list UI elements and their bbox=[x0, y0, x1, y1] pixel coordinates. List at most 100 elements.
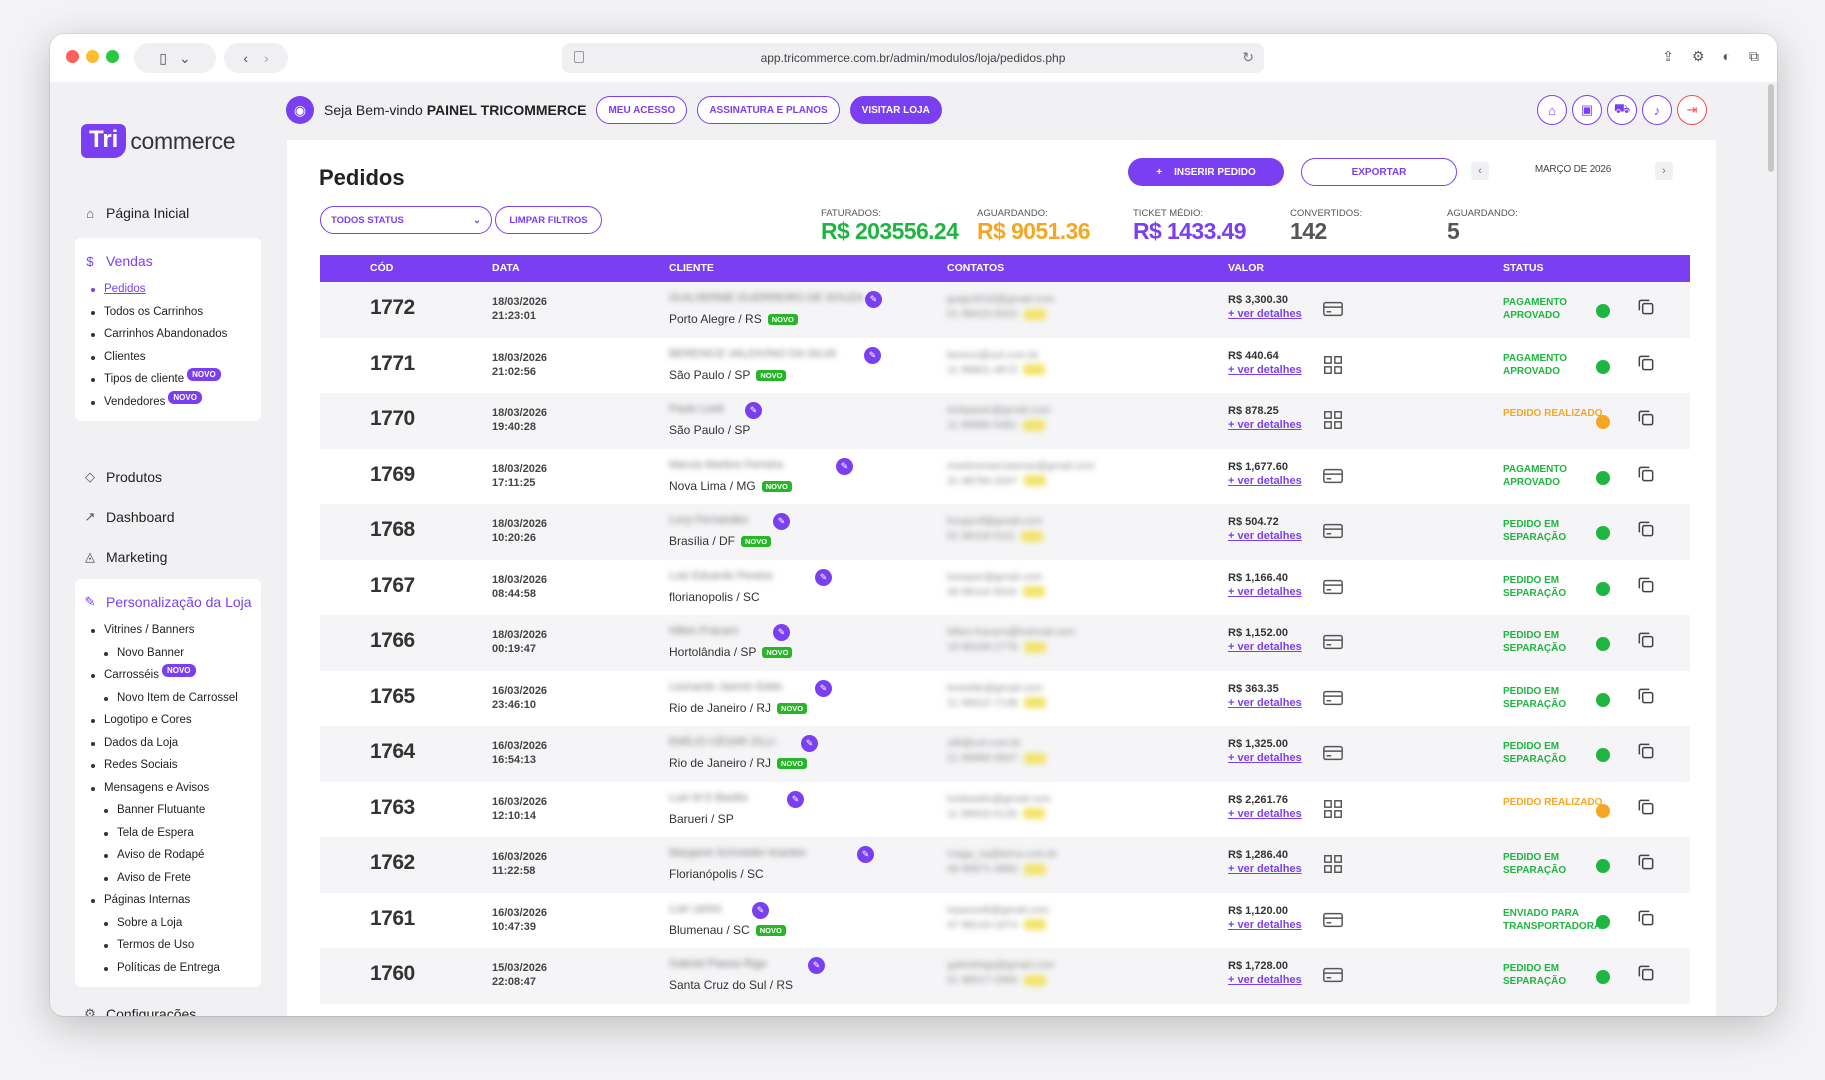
view-details-link[interactable]: + ver detalhes bbox=[1228, 918, 1302, 931]
edit-client-icon[interactable]: ✎ bbox=[773, 624, 790, 641]
view-details-link[interactable]: + ver detalhes bbox=[1228, 696, 1302, 709]
nav-dashboard[interactable]: ↗ Dashboard bbox=[75, 497, 261, 537]
close-window-button[interactable] bbox=[66, 50, 79, 63]
nav-vendas[interactable]: $ Vendas bbox=[75, 244, 261, 278]
sidebar-item-personalizacao-0[interactable]: Vitrines / Banners bbox=[91, 619, 261, 642]
copy-icon[interactable] bbox=[1636, 408, 1656, 428]
sidebar-item-vendas-5[interactable]: Vendedores NOVO bbox=[91, 390, 261, 414]
table-row[interactable]: 1760 15/03/2026 22:08:47 Gabriel Piassa Rig… bbox=[320, 948, 1690, 1004]
table-row[interactable]: 1762 16/03/2026 11:22:58 Margaret Schneider… bbox=[320, 837, 1690, 893]
address-bar[interactable]: app.tricommerce.com.br/admin/modulos/loj… bbox=[562, 43, 1264, 73]
minimize-window-button[interactable] bbox=[86, 50, 99, 63]
sidebar-item-personalizacao-5[interactable]: Dados da Loja bbox=[91, 732, 261, 755]
whatsapp-tag[interactable] bbox=[1023, 697, 1046, 709]
edit-client-icon[interactable]: ✎ bbox=[745, 402, 762, 419]
view-details-link[interactable]: + ver detalhes bbox=[1228, 863, 1302, 875]
copy-icon[interactable] bbox=[1636, 741, 1656, 761]
view-details-link[interactable]: + ver detalhes bbox=[1228, 641, 1302, 653]
whatsapp-tag[interactable] bbox=[1023, 475, 1046, 487]
nav-home[interactable]: ⌂ Página Inicial bbox=[75, 196, 261, 230]
view-details-link[interactable]: + ver detalhes bbox=[1228, 530, 1302, 542]
whatsapp-tag[interactable] bbox=[1023, 752, 1046, 764]
table-row[interactable]: 1772 18/03/2026 21:23:01 GUILHERME GUERREIR… bbox=[320, 282, 1690, 338]
logout-icon[interactable]: ⇥ bbox=[1677, 95, 1707, 125]
view-details-link[interactable]: + ver detalhes bbox=[1228, 974, 1302, 986]
copy-icon[interactable] bbox=[1636, 575, 1656, 595]
tricommerce-logo[interactable]: Tri commerce bbox=[81, 124, 236, 158]
back-icon[interactable]: ‹ bbox=[243, 50, 248, 66]
table-row[interactable]: 1765 16/03/2026 23:46:10 Leonardo Jasmin Ed… bbox=[320, 671, 1690, 727]
bell-icon[interactable]: ♪ bbox=[1642, 95, 1672, 125]
order-code[interactable]: 1764 bbox=[370, 740, 415, 763]
table-row[interactable]: 1767 18/03/2026 08:44:58 Luis Eduardo Perei… bbox=[320, 560, 1690, 616]
copy-icon[interactable] bbox=[1636, 686, 1656, 706]
reload-icon[interactable]: ↻ bbox=[1242, 49, 1254, 65]
view-details-link[interactable]: + ver detalhes bbox=[1228, 752, 1302, 764]
copy-icon[interactable] bbox=[1636, 297, 1656, 317]
whatsapp-tag[interactable] bbox=[1022, 419, 1045, 431]
nav-personalizacao[interactable]: ✎ Personalização da Loja bbox=[75, 585, 261, 619]
sidebar-item-personalizacao-15[interactable]: Políticas de Entrega bbox=[91, 957, 261, 980]
edit-client-icon[interactable]: ✎ bbox=[808, 957, 825, 974]
sidebar-item-vendas-1[interactable]: Todos os Carrinhos bbox=[91, 301, 261, 324]
whatsapp-tag[interactable] bbox=[1023, 863, 1046, 875]
whatsapp-tag[interactable] bbox=[1021, 530, 1044, 542]
copy-icon[interactable] bbox=[1636, 630, 1656, 650]
privacy-icon[interactable]: ◐ bbox=[1722, 48, 1731, 64]
sidebar-item-personalizacao-10[interactable]: Aviso de Rodapé bbox=[91, 844, 261, 867]
whatsapp-tag[interactable] bbox=[1023, 919, 1046, 931]
view-details-link[interactable]: + ver detalhes bbox=[1228, 419, 1302, 431]
edit-client-icon[interactable]: ✎ bbox=[864, 346, 881, 364]
table-row[interactable]: 1770 18/03/2026 19:40:28 Paulo Look ✎ São Pau… bbox=[320, 393, 1690, 449]
edit-client-icon[interactable]: ✎ bbox=[857, 846, 874, 863]
whatsapp-tag[interactable] bbox=[1022, 586, 1045, 598]
sidebar-item-vendas-0[interactable]: Pedidos bbox=[91, 278, 261, 301]
site-info-icon[interactable] bbox=[574, 51, 584, 63]
sidebar-item-personalizacao-8[interactable]: Banner Flutuante bbox=[91, 799, 261, 822]
sidebar-item-personalizacao-4[interactable]: Logotipo e Cores bbox=[91, 709, 261, 732]
view-details-link[interactable]: + ver detalhes bbox=[1228, 474, 1302, 487]
nav-configuracoes[interactable]: ⚙ Configurações bbox=[75, 997, 261, 1016]
table-row[interactable]: 1763 16/03/2026 12:10:14 Luis M D Basilio ✎ B… bbox=[320, 782, 1690, 838]
tabs-overview-icon[interactable]: ⧉ bbox=[1749, 48, 1759, 64]
sidebar-item-personalizacao-2[interactable]: Carrosséis NOVO bbox=[91, 664, 261, 687]
order-code[interactable]: 1770 bbox=[370, 407, 415, 430]
whatsapp-tag[interactable] bbox=[1022, 364, 1045, 376]
export-button[interactable]: EXPORTAR bbox=[1301, 158, 1457, 186]
table-row[interactable]: 1761 16/03/2026 10:47:39 Luiz carlos ✎ Blumen… bbox=[320, 893, 1690, 949]
whatsapp-tag[interactable] bbox=[1023, 641, 1046, 653]
copy-icon[interactable] bbox=[1636, 797, 1656, 817]
whatsapp-tag[interactable] bbox=[1023, 974, 1046, 986]
order-code[interactable]: 1765 bbox=[370, 684, 415, 708]
bag-icon[interactable]: ▣ bbox=[1572, 95, 1602, 125]
sidebar-item-vendas-2[interactable]: Carrinhos Abandonados bbox=[91, 323, 261, 346]
order-code[interactable]: 1767 bbox=[370, 573, 415, 597]
view-details-link[interactable]: + ver detalhes bbox=[1228, 585, 1302, 598]
table-row[interactable]: 1764 16/03/2026 16:54:13 EMÍLIO CÉSAR ZILLI… bbox=[320, 726, 1690, 782]
order-code[interactable]: 1762 bbox=[370, 851, 415, 874]
edit-client-icon[interactable]: ✎ bbox=[801, 735, 818, 752]
edit-client-icon[interactable]: ✎ bbox=[752, 901, 769, 919]
copy-icon[interactable] bbox=[1636, 353, 1656, 373]
view-details-link[interactable]: + ver detalhes bbox=[1228, 308, 1302, 320]
prev-month-button[interactable]: ‹ bbox=[1471, 162, 1489, 180]
table-row[interactable]: 1766 18/03/2026 00:19:47 Hilton Fracaro ✎ Hor… bbox=[320, 615, 1690, 671]
view-details-link[interactable]: + ver detalhes bbox=[1228, 363, 1302, 376]
copy-icon[interactable] bbox=[1636, 519, 1656, 539]
sidebar-item-personalizacao-12[interactable]: Páginas Internas bbox=[91, 889, 261, 912]
table-row[interactable]: 1768 18/03/2026 10:20:26 Lucy Fernandes ✎ Bra… bbox=[320, 504, 1690, 560]
status-filter-select[interactable]: TODOS STATUS ⌄ bbox=[320, 206, 492, 234]
order-code[interactable]: 1771 bbox=[370, 351, 415, 375]
order-code[interactable]: 1772 bbox=[370, 296, 415, 319]
sidebar-item-vendas-4[interactable]: Tipos de cliente NOVO bbox=[91, 368, 261, 391]
edit-client-icon[interactable]: ✎ bbox=[865, 291, 882, 308]
sidebar-item-vendas-3[interactable]: Clientes bbox=[91, 346, 261, 369]
copy-icon[interactable] bbox=[1636, 963, 1656, 983]
table-row[interactable]: 1771 18/03/2026 21:02:56 BERENICE VALDIVINO… bbox=[320, 338, 1690, 394]
cart-icon[interactable]: ⛟ bbox=[1607, 95, 1637, 125]
sidebar-item-personalizacao-14[interactable]: Termos de Uso bbox=[91, 934, 261, 957]
extensions-gear-icon[interactable]: ⚙ bbox=[1691, 48, 1705, 64]
order-code[interactable]: 1761 bbox=[370, 906, 415, 930]
sidebar-item-personalizacao-6[interactable]: Redes Sociais bbox=[91, 754, 261, 777]
copy-icon[interactable] bbox=[1636, 464, 1656, 484]
